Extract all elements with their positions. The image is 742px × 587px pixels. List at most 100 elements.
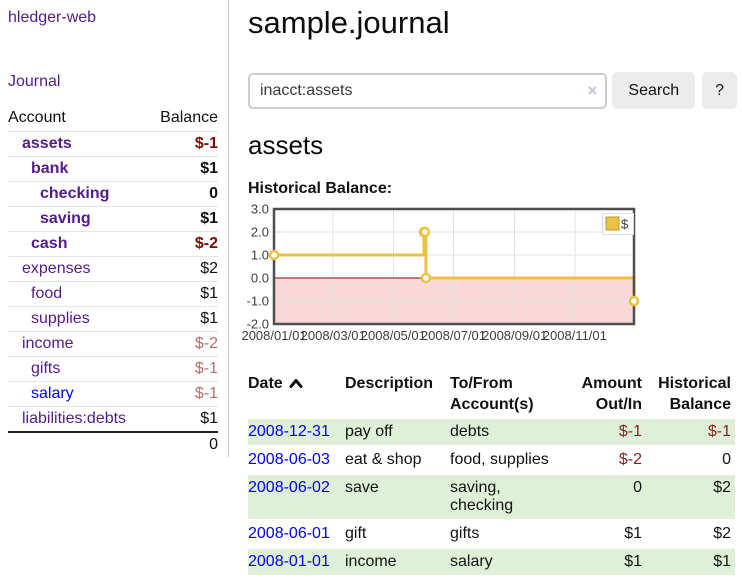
account-row: saving $1 <box>8 206 218 232</box>
register-tbody: 2008-12-31 pay off debts $-1 $-1 2008-06-03 ea… <box>248 419 735 577</box>
search-box: × <box>248 72 608 109</box>
account-link-food[interactable]: food <box>31 285 63 302</box>
main-content: sample.journal × Search ? assets Histori… <box>241 5 737 577</box>
transaction-description: pay off <box>345 419 450 447</box>
transaction-balance: $-1 <box>646 419 735 447</box>
account-row: gifts $-1 <box>8 356 218 382</box>
register-header-date[interactable]: Date <box>248 371 345 419</box>
accounts-header-row: Account Balance <box>8 106 218 132</box>
register-header-description: Description <box>345 375 434 392</box>
transaction-row: 2008-06-01 gift gifts $1 $2 <box>248 520 735 549</box>
account-balance: $-2 <box>146 231 218 257</box>
clear-search-icon[interactable]: × <box>587 80 598 100</box>
accounts-header-balance: Balance <box>160 109 218 126</box>
search-form: × Search ? <box>248 72 737 109</box>
transaction-date-link[interactable]: 2008-06-02 <box>248 479 330 496</box>
transaction-date-cell: 2008-12-31 <box>248 419 345 447</box>
data-point <box>628 295 640 307</box>
account-name-cell: checking <box>8 181 146 207</box>
accounts-header-account: Account <box>8 109 66 126</box>
account-link-gifts[interactable]: gifts <box>31 360 61 377</box>
search-input[interactable] <box>248 72 608 109</box>
account-balance: $1 <box>146 206 218 232</box>
account-balance: $1 <box>146 156 218 182</box>
x-axis-tick-label: 2008/03/01 <box>301 328 366 343</box>
account-row: supplies $1 <box>8 306 218 332</box>
transaction-accounts: salary <box>450 548 560 577</box>
transaction-amount: 0 <box>560 474 646 521</box>
transaction-date-link[interactable]: 2008-12-31 <box>248 423 330 440</box>
transaction-row: 2008-06-02 save saving, checking 0 $2 <box>248 474 735 521</box>
account-row: expenses $2 <box>8 256 218 282</box>
transaction-balance: $1 <box>646 548 735 577</box>
data-point <box>420 272 432 284</box>
account-balance: $2 <box>146 256 218 282</box>
account-link-cash[interactable]: cash <box>31 235 68 252</box>
account-name-cell: cash <box>8 231 146 257</box>
account-row: checking 0 <box>8 181 218 207</box>
accounts-table: Account Balance assets $-1 bank $1 checking 0… <box>8 106 218 457</box>
account-name-cell: saving <box>8 206 146 232</box>
chart-title: Historical Balance: <box>248 180 393 197</box>
account-balance: 0 <box>146 181 218 207</box>
account-name-cell: liabilities:debts <box>8 406 146 432</box>
y-axis-tick-label: 0.0 <box>251 271 269 286</box>
account-row: liabilities:debts $1 <box>8 406 218 432</box>
transaction-amount: $-2 <box>560 446 646 475</box>
transaction-date-link[interactable]: 2008-06-03 <box>248 451 330 468</box>
transaction-row: 2008-01-01 income salary $1 $1 <box>248 548 735 577</box>
transaction-amount: $-1 <box>560 419 646 447</box>
account-name-cell: food <box>8 281 146 307</box>
x-axis-tick-label: 2008/05/01 <box>361 328 426 343</box>
account-link-salary[interactable]: salary <box>31 385 74 402</box>
account-name-cell: assets <box>8 131 146 157</box>
legend-label: $ <box>621 217 629 232</box>
register-header-to-from-account-s-: To/From Account(s) <box>450 375 534 413</box>
transaction-accounts: food, supplies <box>450 446 560 475</box>
account-row: assets $-1 <box>8 131 218 157</box>
y-axis-tick-label: 2.0 <box>251 225 269 240</box>
transaction-row: 2008-12-31 pay off debts $-1 $-1 <box>248 419 735 447</box>
transaction-date-link[interactable]: 2008-01-01 <box>248 553 330 570</box>
help-button[interactable]: ? <box>702 72 737 109</box>
data-point <box>419 226 431 238</box>
accounts-total-row: 0 <box>8 431 218 457</box>
account-link-saving[interactable]: saving <box>40 210 91 227</box>
search-button[interactable]: Search <box>612 72 696 109</box>
app-title-link[interactable]: hledger-web <box>8 9 97 26</box>
register-table: Date Description To/From Account(s) Amount Ou… <box>248 371 735 577</box>
transaction-date-cell: 2008-06-02 <box>248 474 345 521</box>
register-head-row: Date Description To/From Account(s) Amount Ou… <box>248 371 735 419</box>
account-link-liabilities-debts[interactable]: liabilities:debts <box>22 410 127 427</box>
account-row: income $-2 <box>8 331 218 357</box>
transaction-balance: $2 <box>646 520 735 549</box>
account-link-bank[interactable]: bank <box>31 160 69 177</box>
sort-ascending-icon <box>289 379 303 388</box>
account-name-cell: supplies <box>8 306 146 332</box>
x-axis-tick-label: 2008/01/01 <box>241 328 306 343</box>
transaction-description: income <box>345 548 450 577</box>
account-link-assets[interactable]: assets <box>22 135 72 152</box>
data-point <box>268 249 280 261</box>
balance-chart: $3.0 2.0 1.0 0.0 -1.0 -2.0 2008/01/01 2008/03/0… <box>241 202 737 349</box>
sidebar-item-journal[interactable]: Journal <box>8 73 61 90</box>
account-link-expenses[interactable]: expenses <box>22 260 91 277</box>
account-link-income[interactable]: income <box>22 335 74 352</box>
account-heading: assets <box>248 130 324 160</box>
accounts-total-spacer <box>8 431 146 457</box>
x-axis-tick-label: 2008/09/01 <box>482 328 547 343</box>
transaction-date-link[interactable]: 2008-06-01 <box>248 525 330 542</box>
account-row: salary $-1 <box>8 381 218 407</box>
account-name-cell: gifts <box>8 356 146 382</box>
account-name-cell: salary <box>8 381 146 407</box>
transaction-date-cell: 2008-01-01 <box>248 548 345 577</box>
account-row: bank $1 <box>8 156 218 182</box>
x-axis-tick-label: 2008/07/01 <box>421 328 486 343</box>
transaction-amount: $1 <box>560 520 646 549</box>
transaction-row: 2008-06-03 eat & shop food, supplies $-2 0 <box>248 446 735 475</box>
accounts-total-value: 0 <box>146 431 218 457</box>
account-link-checking[interactable]: checking <box>40 185 110 202</box>
y-axis-tick-label: -2.0 <box>247 317 269 332</box>
chart-canvas: $3.0 2.0 1.0 0.0 -1.0 -2.02008/01/012008/03/0… <box>241 202 640 343</box>
account-link-supplies[interactable]: supplies <box>31 310 90 327</box>
